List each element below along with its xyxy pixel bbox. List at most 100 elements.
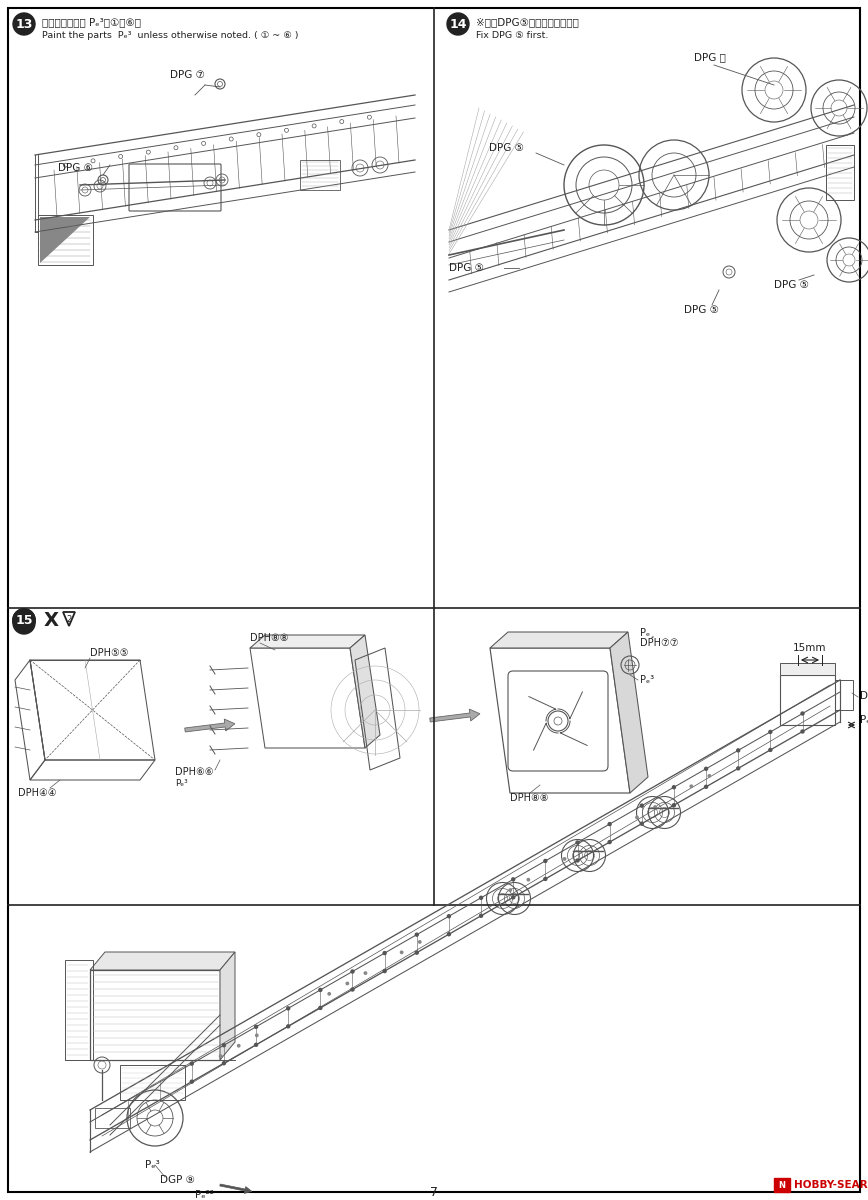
- Bar: [120, 1066, 185, 1100]
- Text: Pₑ³: Pₑ³: [175, 779, 187, 787]
- Text: 13: 13: [16, 18, 33, 30]
- Circle shape: [673, 786, 675, 788]
- Circle shape: [635, 816, 638, 818]
- Text: X: X: [44, 611, 59, 630]
- Text: 指示の無い所は Pₑ³（①～⑥）: 指示の無い所は Pₑ³（①～⑥）: [42, 17, 141, 26]
- Text: 16: 16: [16, 613, 33, 626]
- Bar: [90, 970, 220, 1060]
- Text: HOBBY-SEARCH: HOBBY-SEARCH: [794, 1180, 868, 1190]
- Text: 2: 2: [66, 614, 72, 624]
- Circle shape: [254, 1025, 258, 1028]
- Text: Pₑ²²: Pₑ²²: [195, 1190, 214, 1200]
- Bar: [780, 674, 835, 725]
- Circle shape: [527, 878, 529, 881]
- Circle shape: [544, 877, 547, 881]
- Text: Paint the parts  Pₑ³  unless otherwise noted. ( ① ~ ⑥ ): Paint the parts Pₑ³ unless otherwise not…: [42, 31, 299, 41]
- Circle shape: [737, 767, 740, 770]
- Text: DPH⑧⑧: DPH⑧⑧: [250, 634, 288, 643]
- Bar: [38, 215, 93, 265]
- Polygon shape: [250, 635, 365, 648]
- Circle shape: [190, 1062, 194, 1066]
- Polygon shape: [40, 217, 90, 263]
- Text: DPG ⑴: DPG ⑴: [860, 690, 868, 700]
- Circle shape: [608, 840, 611, 844]
- Circle shape: [346, 983, 349, 985]
- Text: N: N: [779, 1181, 786, 1189]
- Text: DPH⑦⑦: DPH⑦⑦: [640, 638, 679, 648]
- Circle shape: [563, 858, 566, 860]
- Circle shape: [238, 1044, 240, 1046]
- Circle shape: [415, 952, 418, 954]
- Text: DPG ⑦: DPG ⑦: [170, 70, 205, 80]
- Circle shape: [190, 1080, 194, 1084]
- Text: DPG ⑤: DPG ⑤: [684, 305, 719, 314]
- Circle shape: [673, 804, 675, 806]
- Text: ※先にDPG⑤を取り付けます。: ※先にDPG⑤を取り付けます。: [476, 17, 579, 26]
- Polygon shape: [610, 632, 648, 793]
- Circle shape: [255, 1034, 258, 1037]
- Text: 15: 15: [16, 613, 33, 626]
- Text: DPG ⑤: DPG ⑤: [774, 280, 809, 290]
- Text: DPH④④: DPH④④: [18, 788, 56, 798]
- Polygon shape: [220, 952, 235, 1060]
- Circle shape: [222, 1062, 226, 1064]
- FancyArrow shape: [185, 719, 235, 732]
- Circle shape: [801, 730, 804, 733]
- Circle shape: [383, 952, 386, 954]
- Text: 15mm: 15mm: [793, 643, 826, 653]
- Circle shape: [365, 972, 366, 974]
- Circle shape: [286, 1025, 290, 1028]
- Circle shape: [641, 804, 643, 808]
- Text: Pₑ³: Pₑ³: [640, 674, 654, 685]
- Circle shape: [254, 1043, 258, 1046]
- Circle shape: [13, 608, 35, 631]
- Circle shape: [608, 822, 611, 826]
- Circle shape: [418, 941, 421, 943]
- Polygon shape: [90, 952, 235, 970]
- Circle shape: [480, 914, 483, 917]
- FancyArrow shape: [430, 709, 480, 722]
- Bar: [95, 1108, 130, 1128]
- Circle shape: [328, 992, 331, 995]
- Bar: [65, 960, 93, 1060]
- Circle shape: [690, 785, 693, 787]
- Text: DPG ⑤: DPG ⑤: [449, 263, 483, 272]
- Circle shape: [13, 608, 35, 631]
- Circle shape: [319, 989, 322, 991]
- Text: 14: 14: [450, 18, 467, 30]
- Circle shape: [222, 1044, 226, 1046]
- Circle shape: [400, 952, 403, 954]
- Bar: [780, 662, 835, 674]
- Polygon shape: [490, 632, 628, 648]
- Circle shape: [286, 1007, 290, 1010]
- Circle shape: [576, 841, 579, 844]
- Circle shape: [480, 896, 483, 899]
- Bar: [300, 160, 340, 190]
- Bar: [774, 1178, 790, 1192]
- FancyArrow shape: [220, 1184, 252, 1194]
- Circle shape: [737, 749, 740, 752]
- Circle shape: [319, 1007, 322, 1009]
- Circle shape: [641, 822, 643, 826]
- Circle shape: [351, 988, 354, 991]
- Bar: [835, 680, 853, 710]
- Text: 15: 15: [16, 613, 33, 626]
- Text: DPH⑥⑥: DPH⑥⑥: [175, 767, 214, 778]
- Circle shape: [544, 859, 547, 863]
- Circle shape: [415, 934, 418, 936]
- Circle shape: [654, 806, 656, 809]
- Text: Fix DPG ⑤ first.: Fix DPG ⑤ first.: [476, 31, 549, 41]
- Text: 7: 7: [430, 1187, 438, 1200]
- Text: DPG ⑤: DPG ⑤: [489, 143, 524, 152]
- Text: DPH⑧⑧: DPH⑧⑧: [510, 793, 549, 803]
- Circle shape: [576, 859, 579, 862]
- Circle shape: [509, 889, 511, 892]
- Text: Pₑ¸: Pₑ¸: [640, 626, 655, 637]
- Circle shape: [447, 13, 469, 35]
- Circle shape: [801, 712, 804, 715]
- Circle shape: [512, 896, 515, 899]
- Circle shape: [13, 608, 35, 631]
- Circle shape: [769, 731, 772, 733]
- Text: Pₑ³: Pₑ³: [145, 1160, 160, 1170]
- Circle shape: [705, 767, 707, 770]
